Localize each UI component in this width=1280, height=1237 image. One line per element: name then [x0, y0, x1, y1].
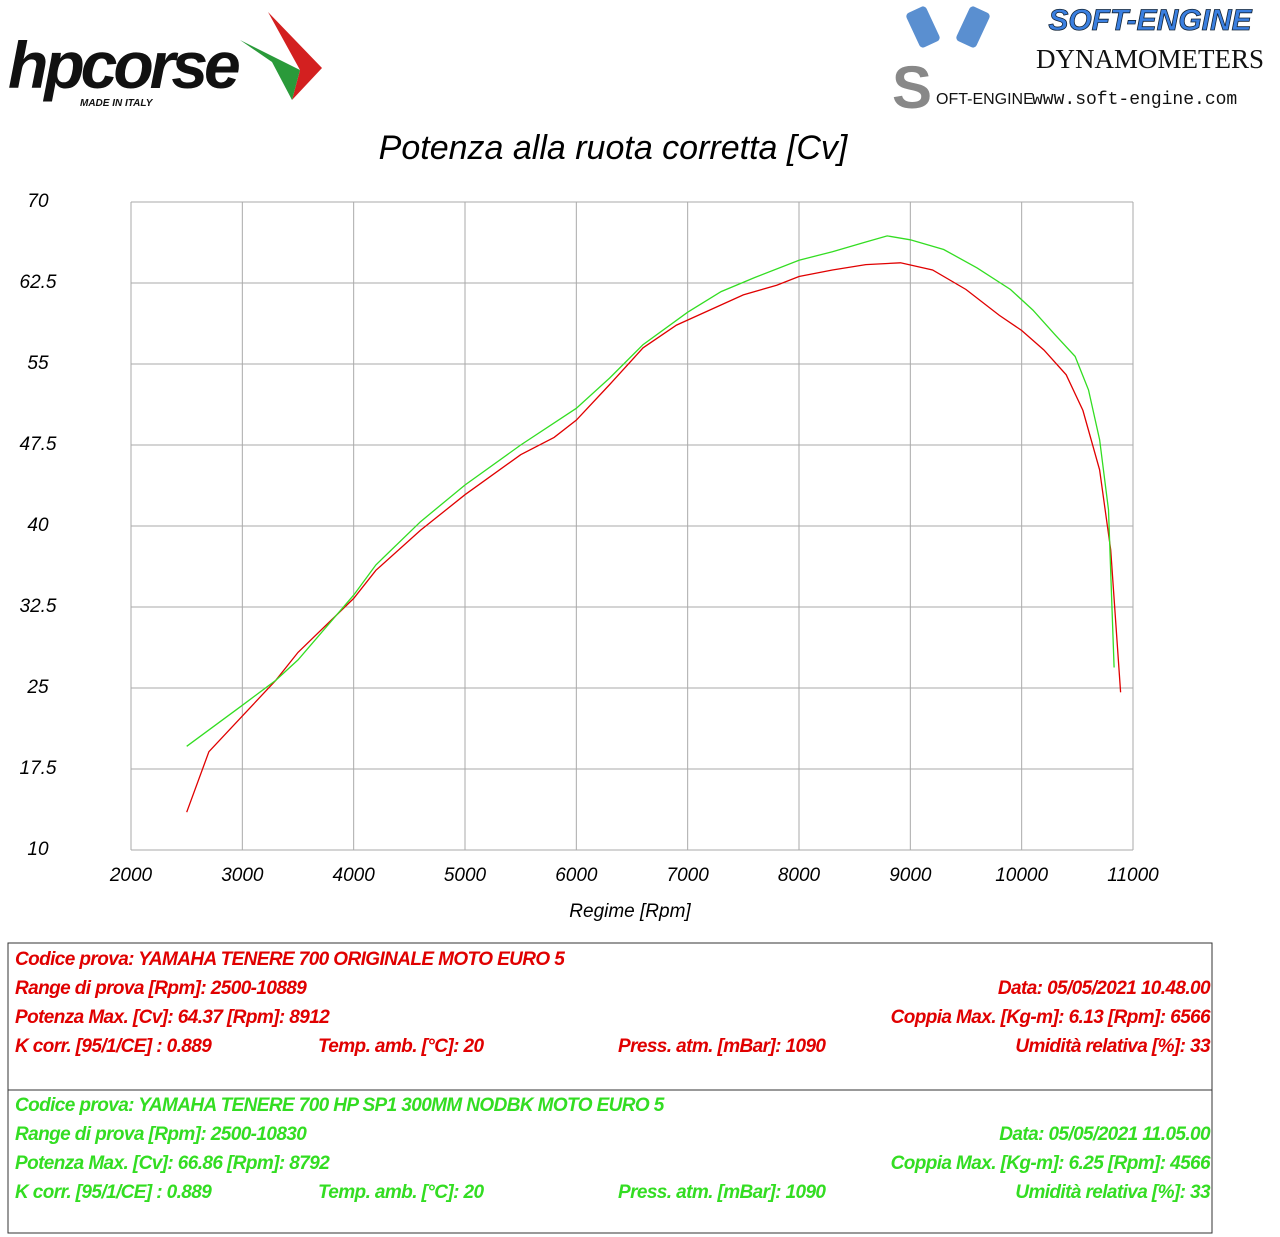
info-text: Range di prova [Rpm]: 2500-10830 [15, 1124, 307, 1145]
info-text: Umidità relativa [%]: 33 [1015, 1036, 1211, 1057]
logo-left: hpcorse [8, 28, 239, 102]
logo-right-mark: S [892, 54, 932, 121]
y-tick-label: 55 [27, 353, 49, 374]
info-text: Data: 05/05/2021 10.48.00 [998, 978, 1211, 999]
y-tick-label: 70 [27, 191, 49, 212]
info-text: Codice prova: YAMAHA TENERE 700 HP SP1 3… [15, 1095, 665, 1116]
x-tick-label: 8000 [778, 865, 821, 886]
logo-swoosh-green [240, 40, 300, 100]
x-tick-label: 6000 [555, 865, 598, 886]
y-tick-label: 40 [27, 515, 49, 536]
x-tick-label: 4000 [333, 865, 376, 886]
logo-right-title: SOFT-ENGINE [1048, 4, 1252, 37]
info-text: Temp. amb. [°C]: 20 [318, 1182, 484, 1203]
info-text: K corr. [95/1/CE] : 0.889 [15, 1036, 212, 1057]
x-tick-label: 2000 [109, 865, 153, 886]
y-tick-label: 10 [27, 839, 49, 860]
y-tick-label: 17.5 [20, 758, 57, 779]
info-text: Codice prova: YAMAHA TENERE 700 ORIGINAL… [15, 949, 565, 970]
logo-piston [906, 6, 940, 48]
info-text: Temp. amb. [°C]: 20 [318, 1036, 484, 1057]
info-text: Coppia Max. [Kg-m]: 6.25 [Rpm]: 4566 [891, 1153, 1211, 1174]
x-tick-label: 9000 [889, 865, 932, 886]
info-text: Potenza Max. [Cv]: 66.86 [Rpm]: 8792 [15, 1153, 330, 1174]
info-text: Potenza Max. [Cv]: 64.37 [Rpm]: 8912 [15, 1007, 330, 1028]
info-box [7, 942, 1213, 1234]
logo-piston [956, 6, 990, 48]
info-text: Data: 05/05/2021 11.05.00 [999, 1124, 1211, 1145]
x-tick-label: 11000 [1107, 865, 1159, 886]
y-tick-label: 47.5 [20, 434, 57, 455]
y-tick-label: 62.5 [20, 272, 57, 293]
x-axis-label: Regime [Rpm] [569, 901, 691, 922]
x-tick-label: 5000 [444, 865, 487, 886]
x-tick-label: 7000 [667, 865, 710, 886]
logo-right-mark-text: OFT-ENGINE [936, 91, 1034, 108]
info-text: Press. atm. [mBar]: 1090 [618, 1036, 826, 1057]
logo-right-url: www.soft-engine.com [1032, 90, 1237, 110]
x-tick-label: 3000 [221, 865, 264, 886]
x-tick-label: 10000 [995, 865, 1048, 886]
y-tick-label: 25 [26, 677, 49, 698]
info-text: Range di prova [Rpm]: 2500-10889 [15, 978, 307, 999]
info-text: Umidità relativa [%]: 33 [1015, 1182, 1211, 1203]
chart-title: Potenza alla ruota corretta [Cv] [379, 129, 849, 167]
series-line [186, 262, 1122, 813]
y-tick-label: 32.5 [20, 596, 57, 617]
info-text: Press. atm. [mBar]: 1090 [618, 1182, 826, 1203]
info-text: Coppia Max. [Kg-m]: 6.13 [Rpm]: 6566 [891, 1007, 1211, 1028]
info-text: K corr. [95/1/CE] : 0.889 [15, 1182, 212, 1203]
logo-swoosh-red [268, 12, 322, 100]
series-line [186, 235, 1115, 747]
logo-left-sub: MADE IN ITALY [80, 98, 154, 109]
logo-right-sub: DYNAMOMETERS [1036, 44, 1264, 74]
